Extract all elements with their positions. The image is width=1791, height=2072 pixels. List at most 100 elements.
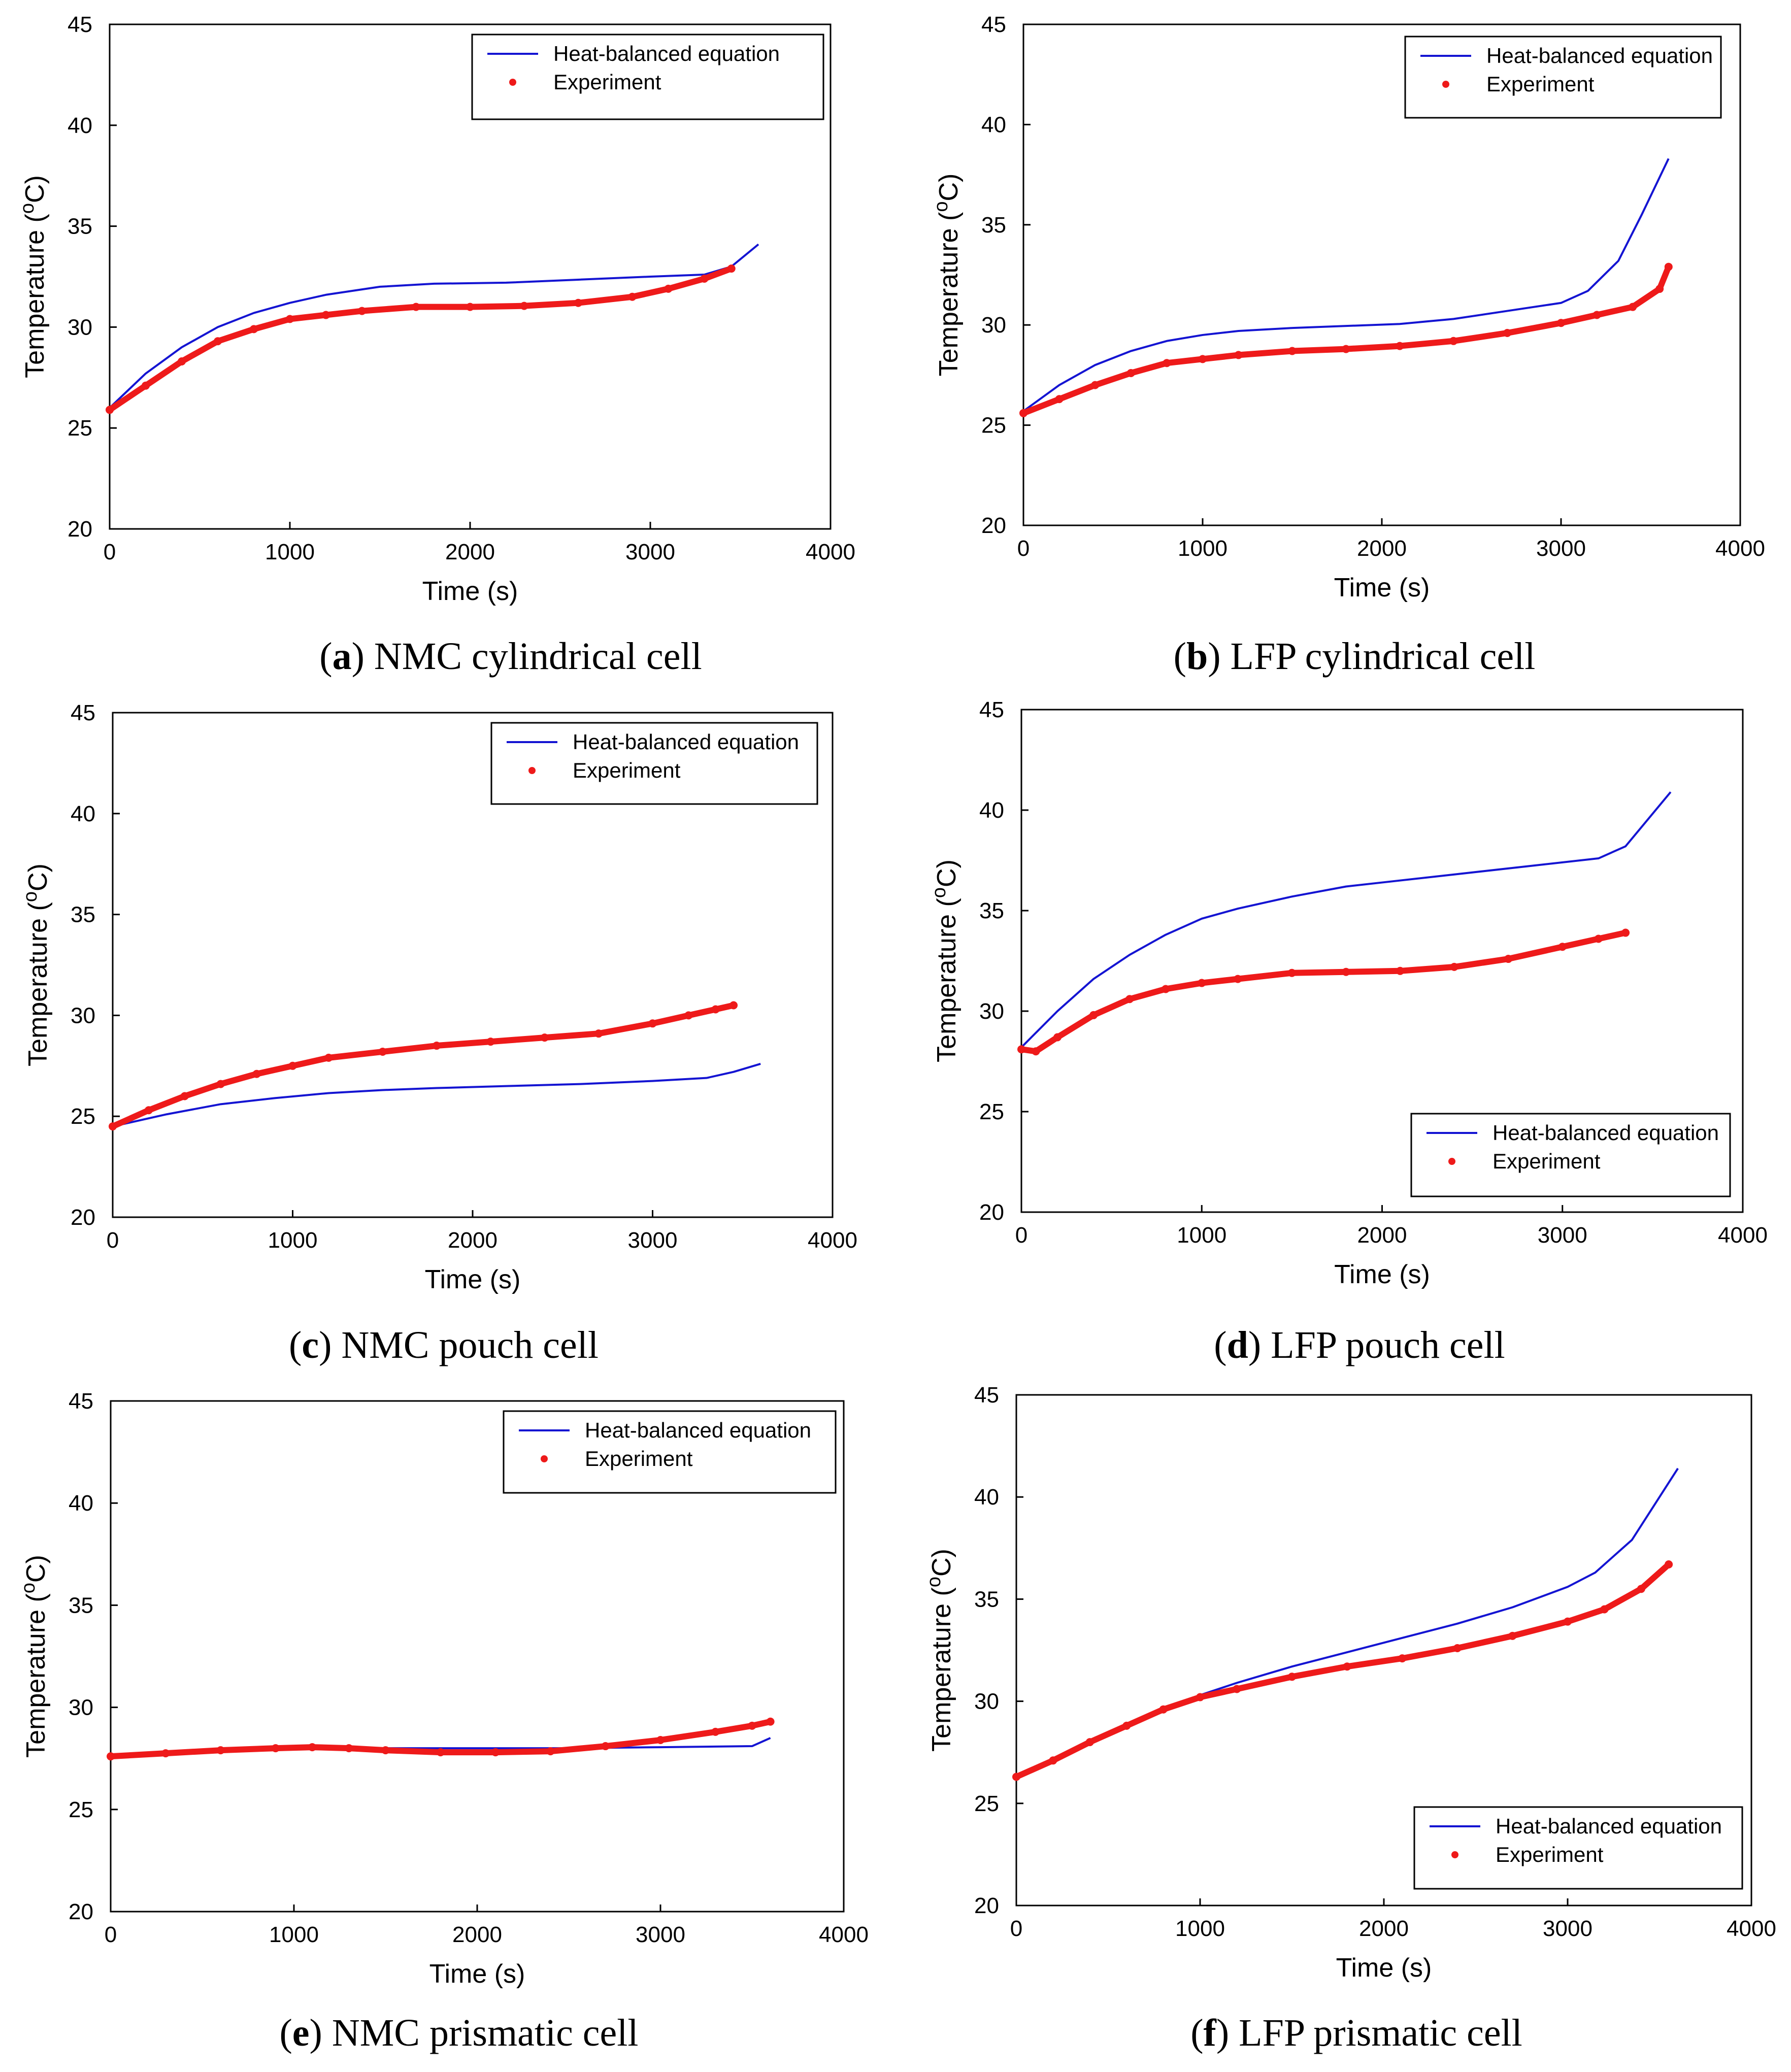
y-tick-label: 35 <box>981 213 1006 238</box>
experiment-point <box>1450 962 1458 971</box>
experiment-point <box>664 284 673 293</box>
y-tick-label: 40 <box>68 113 92 138</box>
experiment-point <box>1593 311 1601 319</box>
experiment-point <box>107 1752 115 1761</box>
experiment-point <box>381 1746 390 1755</box>
y-tick-label: 30 <box>69 1695 93 1720</box>
y-tick-label: 40 <box>974 1485 999 1510</box>
caption-close: ) <box>319 1324 341 1366</box>
x-tick-label: 2000 <box>448 1228 498 1253</box>
caption-b: (b) LFP cylindrical cell <box>1174 635 1536 678</box>
legend-swatch-experiment <box>1442 81 1449 88</box>
experiment-point <box>1163 359 1171 367</box>
legend-box <box>1410 1113 1731 1197</box>
experiment-point <box>1453 1644 1462 1652</box>
caption-open: ( <box>279 2012 292 2054</box>
experiment-point <box>216 1746 225 1755</box>
y-axis-label-unit: C) <box>20 175 50 203</box>
caption-text: LFP cylindrical cell <box>1231 635 1536 678</box>
legend-box <box>1404 36 1722 119</box>
experiment-point <box>711 1005 720 1014</box>
x-tick-label: 4000 <box>1727 1916 1776 1941</box>
y-tick-label: 20 <box>69 1899 93 1924</box>
experiment-point <box>1085 1738 1094 1747</box>
caption-letter: a <box>333 635 352 678</box>
legend-b: Heat-balanced equation Experiment <box>1404 36 1722 119</box>
y-axis-label: Temperature (oC) <box>931 174 964 377</box>
experiment-point <box>574 298 582 307</box>
series-trace-a-experiment <box>107 265 735 413</box>
experiment-point <box>142 381 150 390</box>
x-tick-label: 1000 <box>268 1228 318 1253</box>
experiment-point <box>1287 968 1296 977</box>
caption-text: NMC cylindrical cell <box>374 635 702 678</box>
experiment-point <box>286 315 294 323</box>
experiment-point <box>1504 955 1513 963</box>
caption-letter: d <box>1227 1324 1248 1366</box>
experiment-point <box>1288 1673 1296 1681</box>
x-axis-label: Time (s) <box>1334 573 1430 603</box>
legend-a: Heat-balanced equation Experiment <box>471 34 824 120</box>
y-tick-label: 25 <box>71 1104 95 1129</box>
y-axis-label-text: Temperature ( <box>934 212 964 376</box>
experiment-point <box>1125 995 1134 1004</box>
series-line-b-model <box>1022 158 1670 412</box>
caption-letter: e <box>292 2012 310 2054</box>
y-axis-label-degree: o <box>18 1583 39 1593</box>
y-tick-label: 35 <box>69 1593 93 1618</box>
y-tick-label: 35 <box>979 898 1004 923</box>
caption-close: ) <box>1248 1324 1271 1366</box>
experiment-point <box>1162 985 1170 993</box>
y-tick-label: 40 <box>981 112 1006 137</box>
legend-c: Heat-balanced equation Experiment <box>490 722 818 805</box>
legend-label-experiment: Experiment <box>585 1447 693 1471</box>
y-tick-label: 45 <box>71 700 95 725</box>
x-tick-label: 4000 <box>806 540 855 564</box>
x-tick-label: 0 <box>105 1922 117 1947</box>
caption-open: ( <box>1174 635 1186 678</box>
experiment-point <box>1508 1631 1517 1640</box>
experiment-point <box>648 1019 657 1028</box>
x-tick-label: 3000 <box>636 1922 685 1947</box>
legend-label-model: Heat-balanced equation <box>1496 1814 1722 1838</box>
y-tick-label: 25 <box>69 1797 93 1822</box>
experiment-point <box>1198 979 1206 987</box>
experiment-point <box>466 303 474 311</box>
legend-label-experiment: Experiment <box>553 70 661 94</box>
experiment-point <box>109 1122 117 1131</box>
caption-letter: b <box>1186 635 1208 678</box>
experiment-point <box>1629 303 1637 311</box>
experiment-point <box>288 1061 297 1070</box>
experiment-point <box>358 307 366 315</box>
experiment-point <box>491 1748 500 1757</box>
x-tick-label: 3000 <box>628 1228 678 1253</box>
legend-box <box>471 34 824 120</box>
legend-label-model: Heat-balanced equation <box>1486 44 1713 68</box>
experiment-point <box>1665 1560 1673 1568</box>
experiment-point <box>250 325 258 333</box>
experiment-point <box>433 1042 441 1050</box>
series-trace-c-experiment <box>110 1002 737 1130</box>
y-tick-label: 25 <box>974 1791 999 1816</box>
caption-text: LFP prismatic cell <box>1239 2012 1522 2054</box>
caption-text: NMC prismatic cell <box>332 2012 639 2054</box>
legend-box <box>1413 1806 1743 1890</box>
x-tick-label: 0 <box>107 1228 119 1253</box>
experiment-point <box>1055 395 1064 404</box>
experiment-point <box>1126 369 1135 377</box>
x-axis-label: Time (s) <box>429 1959 525 1989</box>
experiment-point <box>412 303 420 311</box>
y-tick-label: 45 <box>68 12 92 37</box>
legend-box <box>503 1410 837 1494</box>
y-tick-label: 20 <box>974 1893 999 1918</box>
x-tick-label: 3000 <box>625 540 675 564</box>
x-axis-label: Time (s) <box>425 1265 521 1294</box>
y-tick-label: 30 <box>71 1003 95 1028</box>
experiment-point <box>1655 285 1664 293</box>
x-tick-label: 2000 <box>1357 1223 1407 1248</box>
series-trace-b-experiment <box>1020 263 1672 416</box>
experiment-point <box>1594 934 1603 943</box>
experiment-point <box>1621 928 1630 937</box>
caption-open: ( <box>319 635 332 678</box>
experiment-point <box>1032 1047 1040 1056</box>
